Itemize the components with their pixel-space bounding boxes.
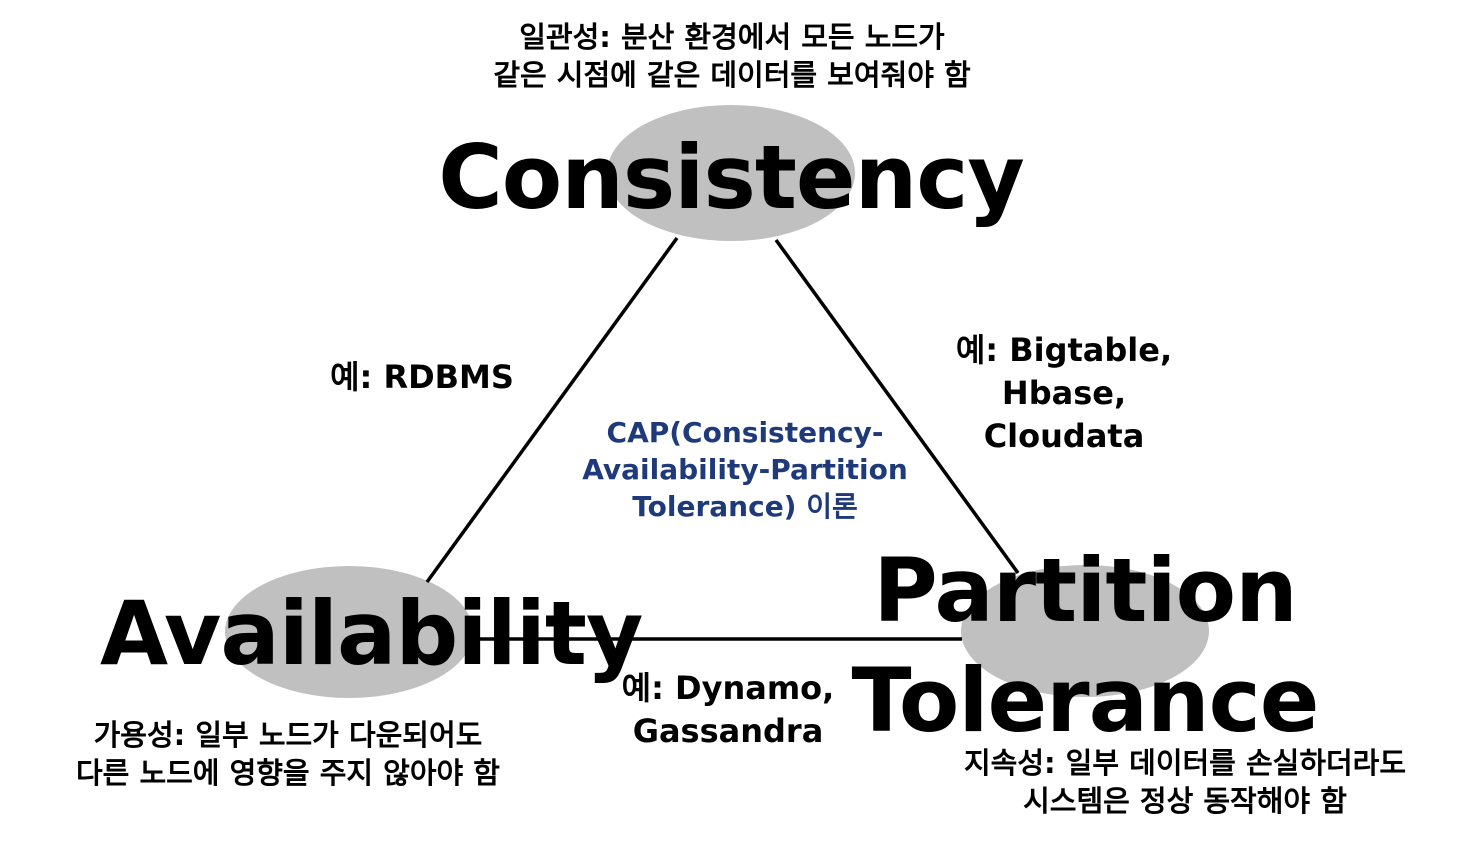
example-consistency-partition: 예: Bigtable, Hbase, Cloudata	[934, 329, 1194, 458]
availability-desc-line1: 가용성: 일부 노드가 다운되어도	[93, 718, 483, 752]
consistency-desc-line1: 일관성: 분산 환경에서 모든 노드가	[519, 20, 945, 54]
example-cp-line1: 예: Bigtable,	[955, 331, 1173, 369]
partition-title-line1: Partition	[873, 539, 1297, 642]
cap-title-line2: Availability-Partition	[582, 453, 908, 486]
partition-desc-line2: 시스템은 정상 동작해야 함	[1023, 784, 1347, 818]
availability-description: 가용성: 일부 노드가 다운되어도 다른 노드에 영향을 주지 않아야 함	[18, 716, 558, 792]
consistency-desc-line2: 같은 시점에 같은 데이터를 보여줘야 함	[493, 58, 971, 92]
partition-description: 지속성: 일부 데이터를 손실하더라도 시스템은 정상 동작해야 함	[905, 744, 1464, 820]
example-consistency-availability: 예: RDBMS	[330, 358, 514, 396]
partition-title-line2: Tolerance	[851, 649, 1320, 752]
partition-tolerance-title: Partition Tolerance	[845, 536, 1325, 756]
example-ap-line2: Gassandra	[632, 712, 824, 750]
cap-title-line1: CAP(Consistency-	[606, 416, 884, 449]
example-availability-partition: 예: Dynamo, Gassandra	[598, 667, 858, 753]
availability-desc-line2: 다른 노드에 영향을 주지 않아야 함	[75, 756, 500, 790]
edge-consistency-availability	[425, 236, 679, 584]
availability-title: Availability	[100, 582, 643, 685]
partition-desc-line1: 지속성: 일부 데이터를 손실하더라도	[963, 746, 1407, 780]
example-ap-line1: 예: Dynamo,	[621, 669, 835, 707]
consistency-title: Consistency	[438, 126, 1025, 229]
consistency-description: 일관성: 분산 환경에서 모든 노드가 같은 시점에 같은 데이터를 보여줘야 …	[422, 18, 1042, 94]
consistency-ellipse	[607, 105, 855, 241]
example-cp-line3: Cloudata	[983, 417, 1145, 455]
cap-theory-title: CAP(Consistency- Availability-Partition …	[575, 414, 915, 525]
partition-ellipse	[961, 565, 1209, 697]
example-cp-line2: Hbase,	[1001, 374, 1127, 412]
availability-ellipse	[225, 566, 473, 698]
cap-title-line3: Tolerance) 이론	[632, 490, 858, 523]
edge-consistency-partition	[774, 238, 1020, 575]
